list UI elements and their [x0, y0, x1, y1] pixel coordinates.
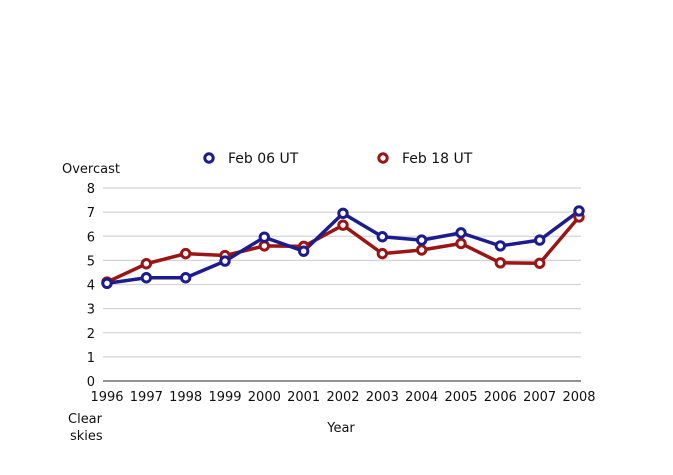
data-point-series-0 — [101, 277, 113, 289]
y-bottom-label-line2: skies — [70, 429, 103, 444]
data-point-series-0 — [219, 255, 231, 267]
data-point-series-1 — [337, 219, 349, 231]
y-tick-label: 7 — [87, 206, 95, 221]
data-point-series-0 — [573, 205, 585, 217]
y-bottom-label-line1: Clear — [68, 412, 103, 427]
x-tick-label: 2004 — [405, 390, 438, 405]
data-point-series-1 — [376, 247, 389, 260]
legend-label-1: Feb 18 UT — [402, 151, 473, 167]
y-tick-label: 6 — [87, 230, 95, 245]
legend-marker-1 — [377, 152, 389, 164]
x-axis-ticks: 1996 1997 1998 1999 2000 2001 2002 2003 2004 2005… — [90, 390, 595, 405]
y-tick-label: 5 — [87, 254, 95, 269]
x-tick-label: 2001 — [287, 390, 320, 405]
data-point-series-1 — [415, 244, 428, 256]
x-tick-label: 2000 — [248, 390, 281, 405]
data-point-series-0 — [179, 272, 192, 284]
legend: Feb 06 UT Feb 18 UT — [203, 151, 473, 167]
x-axis-label: Year — [326, 421, 355, 436]
data-point-series-1 — [258, 240, 271, 252]
y-tick-label: 1 — [87, 351, 95, 366]
x-tick-label: 2002 — [326, 390, 359, 405]
legend-label-0: Feb 06 UT — [228, 151, 299, 167]
y-tick-label: 3 — [87, 303, 95, 318]
data-point-series-1 — [455, 237, 467, 250]
x-tick-label: 1998 — [169, 390, 202, 405]
data-point-series-1 — [533, 257, 546, 269]
y-tick-label: 4 — [87, 279, 95, 294]
x-tick-label: 1997 — [130, 390, 163, 405]
data-point-series-0 — [455, 227, 467, 239]
x-tick-label: 2003 — [366, 390, 399, 405]
data-point-series-0 — [258, 231, 271, 243]
data-point-series-0 — [376, 231, 389, 243]
y-tick-label: 2 — [87, 327, 95, 342]
x-tick-label: 1996 — [90, 390, 123, 405]
x-tick-label: 2008 — [562, 390, 595, 405]
data-point-series-0 — [337, 207, 349, 220]
data-point-series-0 — [533, 234, 546, 246]
data-point-series-1 — [494, 257, 507, 269]
data-point-series-0 — [494, 240, 507, 252]
y-tick-label: 8 — [87, 182, 95, 197]
x-tick-label: 2005 — [444, 390, 477, 405]
x-tick-label: 2006 — [484, 390, 517, 405]
y-tick-label: 0 — [87, 375, 95, 390]
x-tick-label: 1999 — [208, 390, 241, 405]
data-point-series-0 — [297, 245, 310, 257]
y-top-label: Overcast — [62, 162, 120, 177]
data-point-series-1 — [140, 258, 153, 270]
data-point-series-1 — [179, 247, 192, 260]
data-point-series-0 — [415, 234, 428, 246]
gridlines — [103, 187, 581, 382]
data-point-series-0 — [140, 272, 153, 284]
y-axis-ticks: 0 1 2 3 4 5 6 7 8 — [87, 182, 95, 390]
legend-marker-0 — [203, 152, 215, 164]
x-tick-label: 2007 — [523, 390, 556, 405]
series-markers — [101, 205, 585, 289]
